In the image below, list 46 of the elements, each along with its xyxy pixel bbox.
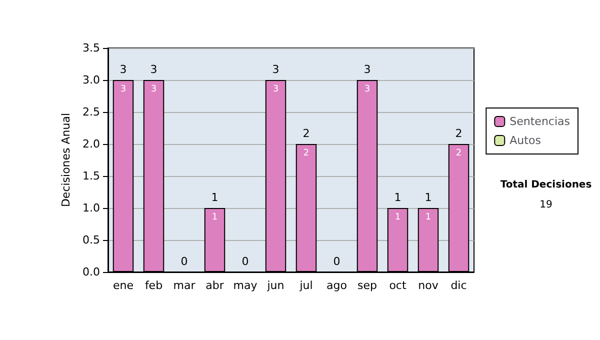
total-label: 3	[272, 63, 280, 76]
x-tick-label: feb	[144, 279, 163, 292]
x-tick-label: jun	[266, 279, 284, 292]
x-tick-label: dic	[450, 279, 467, 292]
data-label: 1	[212, 212, 218, 222]
data-label: 3	[364, 84, 370, 94]
data-label: 3	[272, 84, 279, 94]
y-tick-label: 0.0	[82, 266, 100, 278]
x-tick-label: ago	[326, 279, 348, 292]
total-label: 0	[242, 255, 249, 268]
x-tick-label: ene	[112, 279, 134, 292]
y-tick-label: 0.5	[82, 234, 100, 246]
total-label: 0	[180, 255, 188, 268]
x-tick-label: may	[233, 279, 258, 292]
x-tick-label: nov	[418, 279, 439, 292]
total-label: 1	[394, 191, 402, 204]
data-label: 1	[394, 212, 401, 222]
total-label: 2	[455, 127, 462, 140]
x-tick-label: mar	[173, 279, 196, 292]
data-label: 2	[456, 148, 462, 158]
y-tick-label: 2.0	[82, 138, 100, 150]
text: Total Decisiones	[500, 180, 592, 190]
x-tick-label: abr	[206, 279, 224, 292]
legend-label: Autos	[510, 134, 542, 147]
total-label: 1	[211, 191, 218, 204]
total-label: 3	[364, 63, 371, 76]
x-tick-label: jul	[298, 279, 313, 292]
total-label: 3	[150, 63, 158, 76]
x-tick-label: oct	[389, 279, 407, 292]
y-axis-title: Decisiones Anual	[60, 112, 73, 208]
total-label: 1	[424, 191, 432, 204]
y-tick-label: 1.5	[82, 170, 100, 182]
y-tick-label: 3.5	[82, 42, 100, 54]
text: 19	[540, 200, 552, 210]
data-label: 2	[303, 148, 310, 158]
total-label: 3	[120, 63, 127, 76]
y-tick-label: 1.0	[82, 202, 100, 214]
data-label: 1	[425, 212, 432, 222]
y-tick-label: 2.5	[82, 106, 100, 118]
total-label: 2	[302, 127, 310, 140]
data-label: 3	[150, 84, 157, 94]
y-tick-label: 3.0	[82, 74, 100, 86]
x-tick-label: sep	[358, 279, 378, 292]
total-label: 0	[333, 255, 340, 268]
data-label: 3	[120, 84, 126, 94]
legend-label: Sentencias	[510, 115, 570, 128]
